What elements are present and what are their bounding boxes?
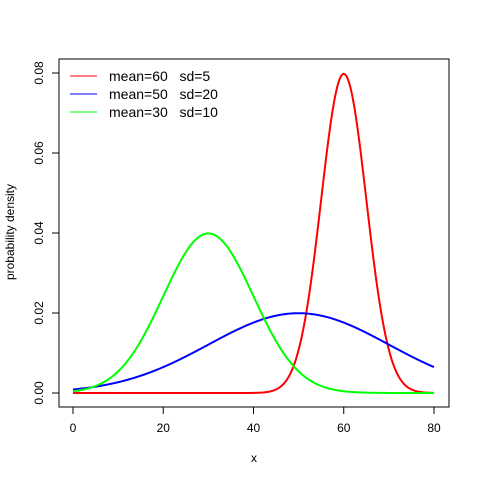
x-tick-label: 20 [157, 421, 171, 435]
legend: mean=60 sd=5 mean=50 sd=20 mean=30 sd=10 [70, 68, 218, 120]
legend-label: mean=50 sd=20 [109, 86, 218, 102]
series-line [72, 312, 435, 391]
y-axis-label: probability density [3, 184, 17, 280]
series-line [73, 72, 435, 394]
series-group [72, 72, 435, 394]
series-line [72, 232, 434, 394]
y-tick-label: 0.06 [32, 141, 46, 165]
y-tick-label: 0.00 [32, 381, 46, 405]
x-tick-label: 40 [247, 421, 261, 435]
x-tick-label: 80 [427, 421, 441, 435]
y-tick-label: 0.04 [32, 221, 46, 245]
y-axis: 0.00 0.02 0.04 0.06 0.08 [32, 61, 60, 405]
x-tick-label: 0 [70, 421, 77, 435]
x-tick-label: 60 [337, 421, 351, 435]
y-tick-label: 0.02 [32, 301, 46, 325]
y-tick-label: 0.08 [32, 61, 46, 85]
x-axis: 0 20 40 60 80 [70, 406, 441, 435]
legend-label: mean=60 sd=5 [109, 68, 210, 84]
legend-label: mean=30 sd=10 [109, 104, 218, 120]
x-axis-label: x [251, 451, 257, 465]
